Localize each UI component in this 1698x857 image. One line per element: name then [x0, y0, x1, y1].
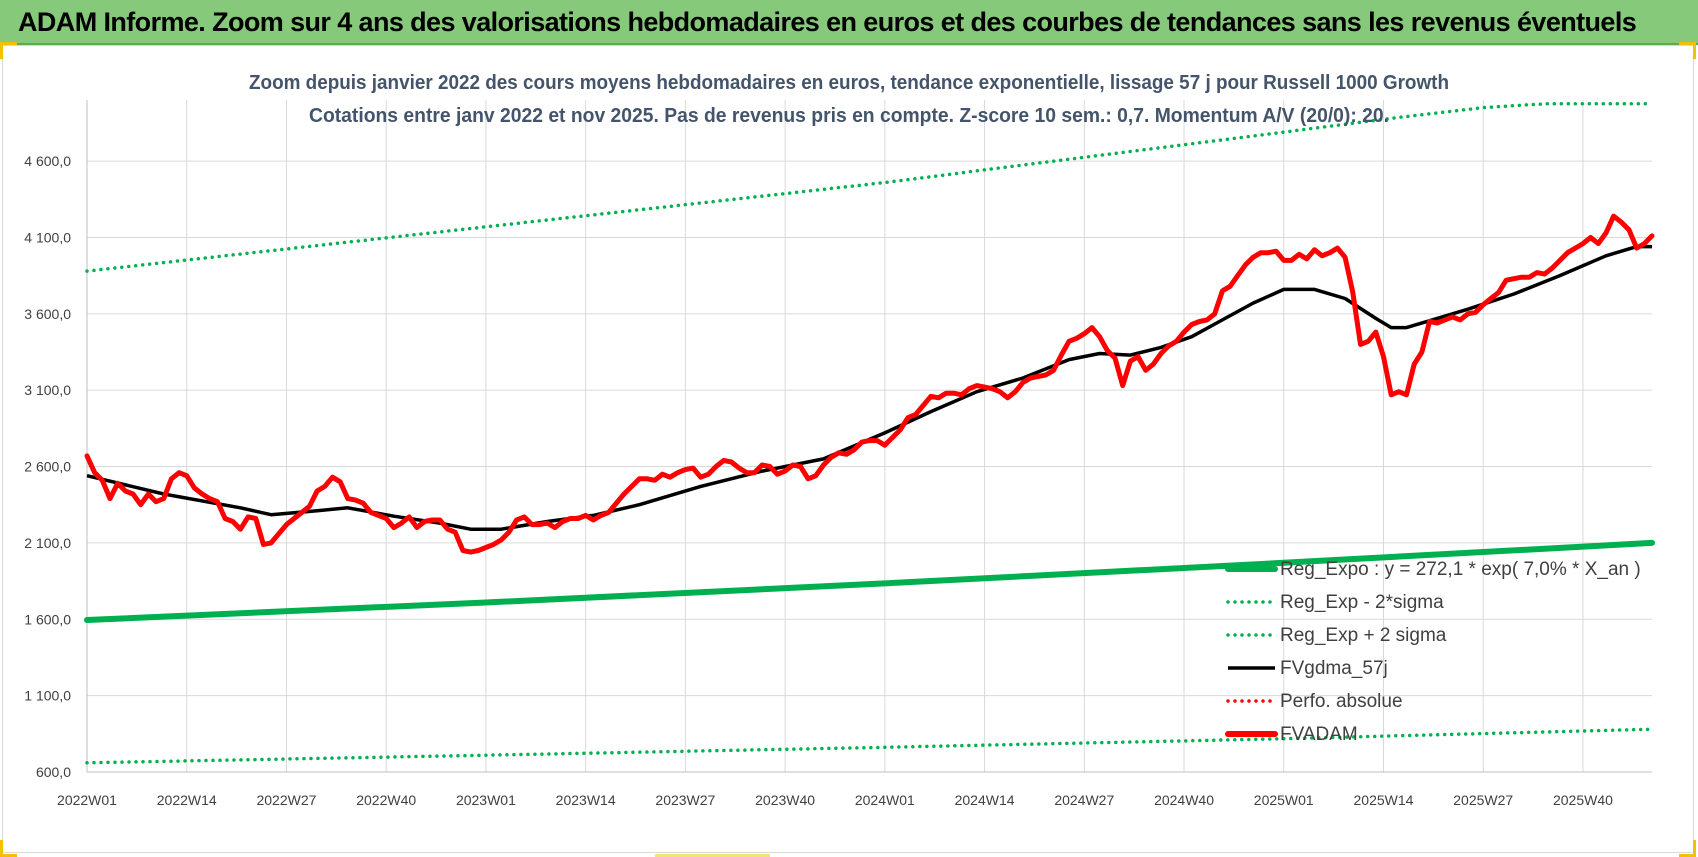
legend-label-perfo-absolue: Perfo. absolue: [1280, 691, 1403, 712]
chart-frame: [2, 45, 1694, 853]
legend: Reg_Expo : y = 272,1 * exp( 7,0% * X_an …: [1225, 559, 1641, 745]
frame-corner-bottom-right: [1679, 840, 1696, 857]
legend-label-reg-exp-2-sigma: Reg_Exp + 2 sigma: [1280, 625, 1447, 646]
frame-corner-top-left: [0, 42, 17, 59]
y-tick-label: 2 100,0: [24, 535, 71, 551]
legend-label-reg-exp-2-sigma: Reg_Exp - 2*sigma: [1280, 592, 1444, 613]
x-tick-label: 2023W14: [556, 792, 616, 808]
series-line-reg-exp-2-sigma: [85, 727, 1654, 765]
y-tick-label: 3 100,0: [24, 382, 71, 398]
chart-title: Zoom depuis janvier 2022 des cours moyen…: [249, 72, 1449, 94]
gridlines: [86, 100, 1652, 773]
y-tick-label: 4 600,0: [24, 153, 71, 169]
title-banner: ADAM Informe. Zoom sur 4 ans des valoris…: [0, 0, 1698, 45]
frame-corner-bottom-left: [0, 840, 17, 857]
chart-subtitle: Cotations entre janv 2022 et nov 2025. P…: [309, 105, 1389, 127]
frame-corner-top-right: [1679, 42, 1696, 59]
banner-title: ADAM Informe. Zoom sur 4 ans des valoris…: [18, 7, 1637, 37]
x-tick-label: 2025W27: [1453, 792, 1513, 808]
x-axis: 2022W01 2022W14 2022W27 2022W40 2023W01 2023W…: [57, 100, 1652, 808]
x-tick-label: 2024W14: [955, 792, 1015, 808]
x-tick-label: 2025W14: [1354, 792, 1414, 808]
y-axis: 600,0 1 100,0 1 600,0 2 100,0 2 600,0 3 100,0…: [24, 153, 71, 780]
x-tick-label: 2025W40: [1553, 792, 1613, 808]
x-tick-label: 2022W27: [256, 792, 316, 808]
x-tick-label: 2022W14: [157, 792, 217, 808]
y-tick-label: 1 100,0: [24, 688, 71, 704]
x-tick-label: 2024W40: [1154, 792, 1214, 808]
series-line-fvadam: [84, 213, 1655, 555]
y-tick-label: 1 600,0: [24, 611, 71, 627]
legend-label-reg-expo-y-272-1-exp-7-0-x-an: Reg_Expo : y = 272,1 * exp( 7,0% * X_an …: [1280, 559, 1641, 580]
y-tick-label: 4 100,0: [24, 229, 71, 245]
x-tick-label: 2023W27: [655, 792, 715, 808]
x-tick-label: 2022W01: [57, 792, 117, 808]
series-line-fvgdma-57j: [86, 244, 1652, 531]
x-tick-label: 2025W01: [1254, 792, 1314, 808]
y-tick-label: 3 600,0: [24, 306, 71, 322]
series-layer: [84, 102, 1655, 765]
y-tick-label: 600,0: [36, 764, 71, 780]
x-tick-label: 2024W01: [855, 792, 915, 808]
legend-label-fvgdma-57j: FVgdma_57j: [1280, 658, 1388, 679]
y-tick-label: 2 600,0: [24, 459, 71, 475]
legend-label-fvadam: FVADAM: [1280, 724, 1358, 745]
series-line-reg-exp-2-sigma: [85, 102, 1654, 273]
x-tick-label: 2023W40: [755, 792, 815, 808]
series-line-reg-expo-y-272-1-exp-7-0-x-an: [84, 539, 1655, 623]
x-tick-label: 2022W40: [356, 792, 416, 808]
x-tick-label: 2024W27: [1054, 792, 1114, 808]
bottom-marker: [655, 854, 770, 857]
x-tick-label: 2023W01: [456, 792, 516, 808]
